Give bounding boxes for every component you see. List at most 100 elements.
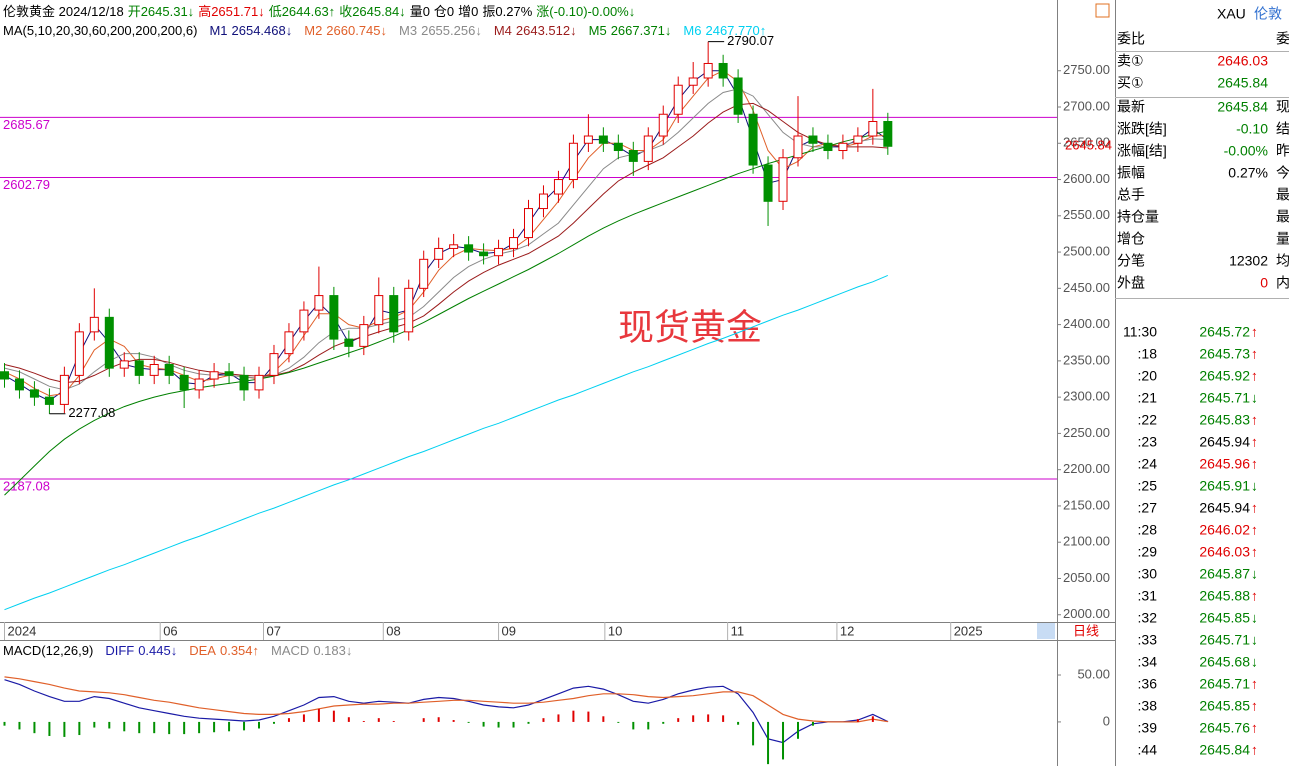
quote-extra: 量 bbox=[1276, 231, 1289, 247]
candle-body bbox=[538, 193, 548, 210]
legend-title: MA(5,10,20,30,60,200,200,200,6) bbox=[3, 23, 197, 38]
candle-body bbox=[29, 389, 39, 398]
legend-value: 0.445 bbox=[138, 643, 171, 658]
quote-extra: 均 bbox=[1276, 253, 1289, 269]
y-tick-label: 2550.00 bbox=[1063, 207, 1110, 222]
candle-body bbox=[748, 113, 758, 166]
candle-body bbox=[793, 135, 803, 159]
candle-body bbox=[344, 338, 354, 347]
header-item: 仓0 bbox=[434, 4, 454, 19]
x-tick-label: 2025 bbox=[954, 623, 983, 638]
candle-body bbox=[89, 316, 99, 333]
quote-label: 涨幅[结] bbox=[1117, 143, 1167, 159]
candle-body bbox=[838, 142, 848, 152]
y-tick-label: 2200.00 bbox=[1063, 461, 1110, 476]
x-tick-label: 06 bbox=[163, 623, 177, 638]
tick-time: :34 bbox=[1138, 654, 1158, 670]
watermark: 现货黄金 bbox=[618, 307, 762, 348]
legend-arrow: ↓ bbox=[171, 643, 178, 658]
candle-body bbox=[359, 324, 369, 347]
y-tick-label: 2050.00 bbox=[1063, 570, 1110, 585]
candle-body bbox=[254, 374, 264, 391]
tick-time: :24 bbox=[1138, 456, 1158, 472]
tick-price: 2645.96 bbox=[1199, 456, 1250, 472]
ma-line bbox=[4, 274, 888, 611]
tick-time: :23 bbox=[1138, 434, 1158, 450]
quote-header: 伦敦黄金 2024/12/18 开2645.31↓ 高2651.71↓ 低2644.6… bbox=[3, 4, 635, 19]
candle-body bbox=[269, 353, 279, 376]
tick-price: 2645.94 bbox=[1199, 434, 1250, 450]
candle-body bbox=[284, 331, 294, 355]
tick-time: :39 bbox=[1138, 720, 1158, 736]
window-icon[interactable] bbox=[1095, 3, 1110, 18]
y-tick-label: 2400.00 bbox=[1063, 316, 1110, 331]
macd-line bbox=[4, 676, 888, 723]
quote-extra: 最 bbox=[1276, 187, 1289, 203]
legend: MACD(12,26,9) DIFF 0.445↓ DEA 0.354↑ MACD 0.18… bbox=[3, 643, 352, 658]
x-tick-label: 2024 bbox=[7, 623, 36, 638]
scroll-box[interactable] bbox=[1037, 623, 1055, 639]
tick-arrow: ↓ bbox=[1251, 610, 1258, 626]
last-price-tag: 2645.84 bbox=[1065, 138, 1112, 153]
legend-arrow: ↑ bbox=[253, 643, 260, 658]
y-tick-label: 2100.00 bbox=[1063, 534, 1110, 549]
legend-value: 2655.256 bbox=[421, 23, 475, 38]
quote-label: 分笔 bbox=[1117, 253, 1145, 269]
quote-value: 0.27% bbox=[1228, 165, 1268, 181]
y-tick-label: 2350.00 bbox=[1063, 352, 1110, 367]
x-tick-label: 07 bbox=[267, 623, 281, 638]
quote-value: 12302 bbox=[1229, 253, 1268, 269]
candle-body bbox=[449, 244, 459, 249]
horizontal-line-label: 2187.08 bbox=[3, 478, 50, 493]
tick-arrow: ↑ bbox=[1251, 588, 1258, 604]
candle-body bbox=[194, 378, 204, 391]
y-tick-label: 2650.00 bbox=[1063, 135, 1110, 150]
legend-value: 2467.770 bbox=[705, 23, 759, 38]
candle-body bbox=[868, 121, 878, 137]
ma-line bbox=[4, 130, 888, 496]
legend-value: 0.354 bbox=[220, 643, 253, 658]
legend: MA(5,10,20,30,60,200,200,200,6) M1 2654.46… bbox=[3, 23, 766, 38]
tick-arrow: ↑ bbox=[1251, 742, 1258, 758]
tick-arrow: ↓ bbox=[1251, 566, 1258, 582]
quote-label: 振幅 bbox=[1117, 165, 1145, 181]
candle-body bbox=[374, 295, 384, 326]
extreme-label: 2790.07 bbox=[727, 33, 774, 48]
tick-arrow: ↑ bbox=[1251, 698, 1258, 714]
quote-extra: 最 bbox=[1276, 209, 1289, 225]
horizontal-line-label: 2602.79 bbox=[3, 177, 50, 192]
header-item: 收2645.84↓ bbox=[339, 4, 406, 19]
candle-body bbox=[718, 62, 728, 79]
legend-value: 2660.745 bbox=[326, 23, 380, 38]
quote-extra: 结 bbox=[1276, 121, 1289, 137]
candle-body bbox=[628, 150, 638, 162]
x-tick-label: 12 bbox=[840, 623, 854, 638]
candle-body bbox=[224, 371, 234, 376]
legend-title: MACD(12,26,9) bbox=[3, 643, 93, 658]
candle-body bbox=[434, 247, 444, 260]
tick-time: :27 bbox=[1138, 500, 1158, 516]
candle-body bbox=[733, 77, 743, 115]
tick-price: 2645.83 bbox=[1199, 412, 1250, 428]
tick-time: :20 bbox=[1138, 368, 1158, 384]
tick-arrow: ↑ bbox=[1251, 368, 1258, 384]
y-tick-label: 50.00 bbox=[1077, 666, 1110, 681]
tick-arrow: ↑ bbox=[1251, 522, 1258, 538]
quote-label: 买① bbox=[1117, 75, 1144, 91]
candle-body bbox=[763, 164, 773, 202]
candle-body bbox=[494, 247, 504, 257]
y-tick-label: 2300.00 bbox=[1063, 389, 1110, 404]
tick-time: :25 bbox=[1138, 478, 1158, 494]
legend-name: DEA bbox=[189, 643, 216, 658]
tick-time: :44 bbox=[1138, 742, 1158, 758]
candle-body bbox=[778, 157, 788, 202]
candle-body bbox=[44, 396, 54, 405]
candle-body bbox=[14, 378, 24, 391]
candle-body bbox=[688, 77, 698, 86]
macd-line bbox=[4, 679, 889, 744]
header-item: 伦敦黄金 2024/12/18 bbox=[3, 4, 124, 19]
quote-extra: 委 bbox=[1276, 31, 1289, 47]
tick-price: 2645.85 bbox=[1199, 698, 1250, 714]
period-label[interactable]: 日线 bbox=[1073, 623, 1099, 638]
